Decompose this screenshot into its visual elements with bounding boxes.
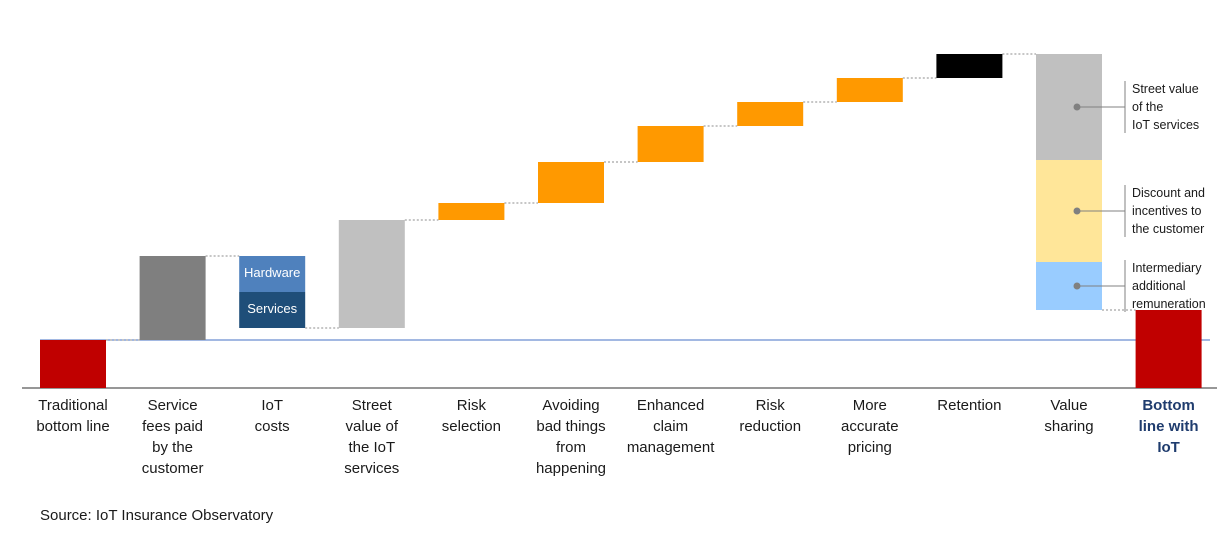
annotation-label-1: Discount and incentives to the customer xyxy=(1132,186,1205,236)
annotation-label-0: Street value of the IoT services xyxy=(1132,82,1200,132)
bar-4 xyxy=(438,203,505,220)
annotation-label-2: Intermediary additional remuneration xyxy=(1132,261,1206,311)
bar-9 xyxy=(936,54,1003,78)
bar-8 xyxy=(836,78,903,102)
category-label-6: Enhanced claim management xyxy=(626,397,715,456)
bar-7 xyxy=(737,102,804,126)
hardware-segment-label: Hardware xyxy=(244,265,301,280)
category-label-10: Value sharing xyxy=(1044,397,1094,435)
category-label-5: Avoiding bad things from happening xyxy=(535,397,607,477)
bar-segment-2-0 xyxy=(239,292,306,328)
category-label-3: Street value of the IoT services xyxy=(344,397,400,477)
bar-11 xyxy=(1135,310,1202,388)
category-label-1: Service fees paid by the customer xyxy=(141,397,204,477)
category-label-9: Retention xyxy=(937,397,1002,414)
bar-1 xyxy=(139,256,206,340)
bar-3 xyxy=(338,220,405,328)
category-label-2: IoT costs xyxy=(254,397,290,435)
category-label-8: More accurate pricing xyxy=(841,397,899,456)
services-segment-label: Services xyxy=(247,301,298,316)
category-label-4: Risk selection xyxy=(441,397,501,435)
bar-5 xyxy=(538,162,604,203)
category-label-0: Traditional bottom line xyxy=(36,397,110,435)
bar-segment-2-1 xyxy=(239,256,306,292)
category-label-7: Risk reduction xyxy=(739,397,802,435)
bar-0 xyxy=(40,340,106,388)
source-note: Source: IoT Insurance Observatory xyxy=(40,507,274,524)
bar-6 xyxy=(637,126,704,162)
category-label-11: Bottom line with IoT xyxy=(1138,397,1199,456)
